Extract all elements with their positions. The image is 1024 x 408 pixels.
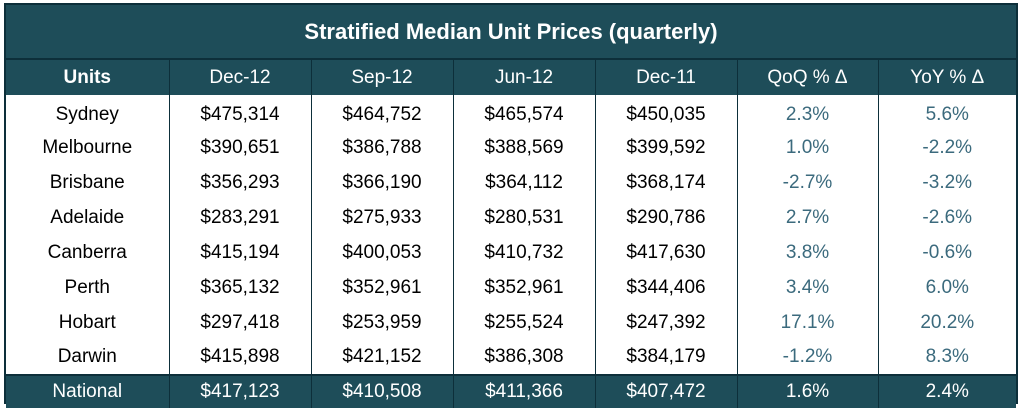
- cell-jun-12: $255,524: [452, 305, 595, 340]
- cell-sep-12: $400,053: [310, 235, 453, 270]
- cell-city: Hobart: [58, 311, 116, 333]
- cell-jun-12: $364,112: [452, 165, 595, 200]
- cell-yoy: 5.6%: [877, 95, 1016, 130]
- cell-city: Canberra: [47, 241, 127, 263]
- cell-dec-12: $415,194: [168, 235, 311, 270]
- table-row: Perth $365,132 $352,961 $352,961 $344,406 3.4…: [6, 270, 1016, 305]
- cell-jun-12: $388,569: [452, 130, 595, 165]
- cell-city: Brisbane: [49, 171, 125, 193]
- table-body: Sydney $475,314 $464,752 $465,574 $450,035 2.…: [6, 95, 1016, 375]
- price-table-frame: Stratified Median Unit Prices (quarterly…: [4, 3, 1018, 408]
- cell-city: Melbourne: [42, 136, 133, 158]
- cell-dec-11: $399,592: [594, 130, 737, 165]
- cell-dec-11: $247,392: [594, 305, 737, 340]
- cell-sep-12: $464,752: [310, 95, 453, 130]
- cell-dec-12: $475,314: [168, 95, 311, 130]
- national-qoq: 1.6%: [736, 375, 878, 408]
- cell-yoy: -3.2%: [877, 165, 1016, 200]
- national-sep-12: $410,508: [310, 375, 453, 408]
- cell-yoy: 6.0%: [877, 270, 1016, 305]
- cell-qoq: 3.4%: [736, 270, 878, 305]
- header-row: Units Dec-12 Sep-12 Jun-12 Dec-11 QoQ % …: [6, 60, 1016, 95]
- header-qoq: QoQ % Δ: [736, 60, 878, 95]
- cell-dec-12: $297,418: [168, 305, 311, 340]
- national-dec-11: $407,472: [594, 375, 737, 408]
- table-row: Adelaide $283,291 $275,933 $280,531 $290,786…: [6, 200, 1016, 235]
- cell-dec-11: $417,630: [594, 235, 737, 270]
- cell-sep-12: $253,959: [310, 305, 453, 340]
- cell-jun-12: $410,732: [452, 235, 595, 270]
- table-row: Darwin $415,898 $421,152 $386,308 $384,179 -1…: [6, 340, 1016, 375]
- cell-qoq: -1.2%: [736, 340, 878, 375]
- cell-city: Sydney: [55, 103, 119, 125]
- cell-qoq: 3.8%: [736, 235, 878, 270]
- header-sep-12: Sep-12: [310, 60, 453, 95]
- table-row: Sydney $475,314 $464,752 $465,574 $450,035 2.…: [6, 95, 1016, 130]
- header-units: Units: [63, 66, 112, 88]
- cell-yoy: -0.6%: [877, 235, 1016, 270]
- cell-jun-12: $352,961: [452, 270, 595, 305]
- cell-yoy: 20.2%: [877, 305, 1016, 340]
- cell-jun-12: $465,574: [452, 95, 595, 130]
- price-table: Units Dec-12 Sep-12 Jun-12 Dec-11 QoQ % …: [6, 60, 1016, 408]
- cell-qoq: 2.7%: [736, 200, 878, 235]
- cell-dec-11: $450,035: [594, 95, 737, 130]
- cell-qoq: 1.0%: [736, 130, 878, 165]
- cell-jun-12: $280,531: [452, 200, 595, 235]
- cell-dec-12: $283,291: [168, 200, 311, 235]
- cell-qoq: 2.3%: [736, 95, 878, 130]
- table-title: Stratified Median Unit Prices (quarterly…: [6, 5, 1016, 60]
- cell-dec-11: $384,179: [594, 340, 737, 375]
- table-row: Brisbane $356,293 $366,190 $364,112 $368,174…: [6, 165, 1016, 200]
- national-jun-12: $411,366: [452, 375, 595, 408]
- cell-city: Darwin: [57, 346, 117, 367]
- header-dec-11: Dec-11: [594, 60, 737, 95]
- cell-dec-11: $290,786: [594, 200, 737, 235]
- cell-sep-12: $366,190: [310, 165, 453, 200]
- cell-dec-11: $344,406: [594, 270, 737, 305]
- cell-yoy: 8.3%: [877, 340, 1016, 375]
- cell-dec-11: $368,174: [594, 165, 737, 200]
- cell-qoq: 17.1%: [736, 305, 878, 340]
- header-jun-12: Jun-12: [452, 60, 595, 95]
- national-dec-12: $417,123: [168, 375, 311, 408]
- table-row: Hobart $297,418 $253,959 $255,524 $247,392 17…: [6, 305, 1016, 340]
- cell-sep-12: $352,961: [310, 270, 453, 305]
- cell-qoq: -2.7%: [736, 165, 878, 200]
- cell-city: Perth: [64, 276, 110, 298]
- header-yoy: YoY % Δ: [877, 60, 1016, 95]
- header-dec-12: Dec-12: [168, 60, 311, 95]
- cell-yoy: -2.6%: [877, 200, 1016, 235]
- table-row: Melbourne $390,651 $386,788 $388,569 $399,59…: [6, 130, 1016, 165]
- cell-sep-12: $275,933: [310, 200, 453, 235]
- cell-sep-12: $421,152: [310, 340, 453, 375]
- national-yoy: 2.4%: [877, 375, 1016, 408]
- national-label: National: [52, 381, 123, 402]
- cell-city: Adelaide: [50, 206, 125, 228]
- table-row: Canberra $415,194 $400,053 $410,732 $417,630…: [6, 235, 1016, 270]
- cell-jun-12: $386,308: [452, 340, 595, 375]
- national-row: National $417,123 $410,508 $411,366 $407…: [6, 375, 1016, 408]
- cell-dec-12: $365,132: [168, 270, 311, 305]
- cell-dec-12: $390,651: [168, 130, 311, 165]
- cell-yoy: -2.2%: [877, 130, 1016, 165]
- cell-dec-12: $415,898: [168, 340, 311, 375]
- cell-sep-12: $386,788: [310, 130, 453, 165]
- cell-dec-12: $356,293: [168, 165, 311, 200]
